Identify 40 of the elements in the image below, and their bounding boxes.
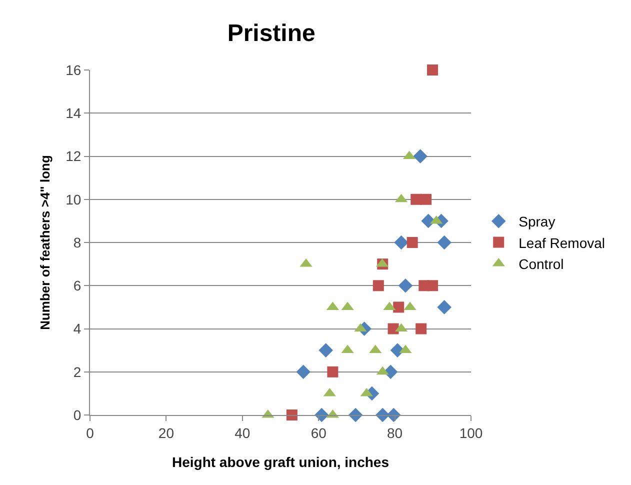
point (416, 323, 427, 334)
x-axis-title: Height above graft union, inches (172, 454, 390, 470)
y-tick-label: 8 (73, 234, 82, 250)
x-tick-label: 80 (387, 424, 403, 441)
point (398, 278, 413, 293)
point (296, 364, 311, 380)
y-tick-label: 12 (66, 148, 82, 164)
chart-title: Pristine (227, 20, 316, 48)
legend-label: Spray (518, 214, 556, 230)
point (437, 235, 452, 250)
point (394, 235, 408, 250)
y-tick-label: 16 (66, 62, 82, 78)
x-tick-label: 100 (459, 424, 483, 441)
y-tick-label: 2 (73, 364, 82, 380)
x-tick-label: 20 (158, 424, 174, 441)
point (437, 300, 452, 314)
point (406, 237, 418, 248)
y-tick-label: 4 (73, 320, 82, 337)
point (427, 280, 438, 292)
point (413, 149, 428, 164)
y-tick-label: 14 (66, 105, 82, 122)
point (427, 64, 438, 76)
point (393, 302, 404, 313)
y-tick-label: 0 (73, 406, 82, 423)
x-tick-label: 0 (86, 424, 94, 441)
y-tick-label: 6 (73, 278, 82, 294)
point (327, 366, 338, 378)
legend-label: Control (518, 256, 564, 272)
point (388, 323, 399, 334)
legend-label: Leaf Removal (518, 234, 606, 251)
y-tick-label: 10 (66, 191, 82, 208)
point (372, 280, 384, 292)
x-tick-label: 40 (234, 424, 250, 441)
y-axis-title: Number of feathers >4" long (38, 155, 53, 330)
point (420, 194, 432, 205)
point (286, 410, 298, 420)
point (410, 194, 422, 205)
x-tick-label: 60 (310, 424, 327, 441)
point (314, 408, 329, 422)
point (318, 343, 333, 358)
